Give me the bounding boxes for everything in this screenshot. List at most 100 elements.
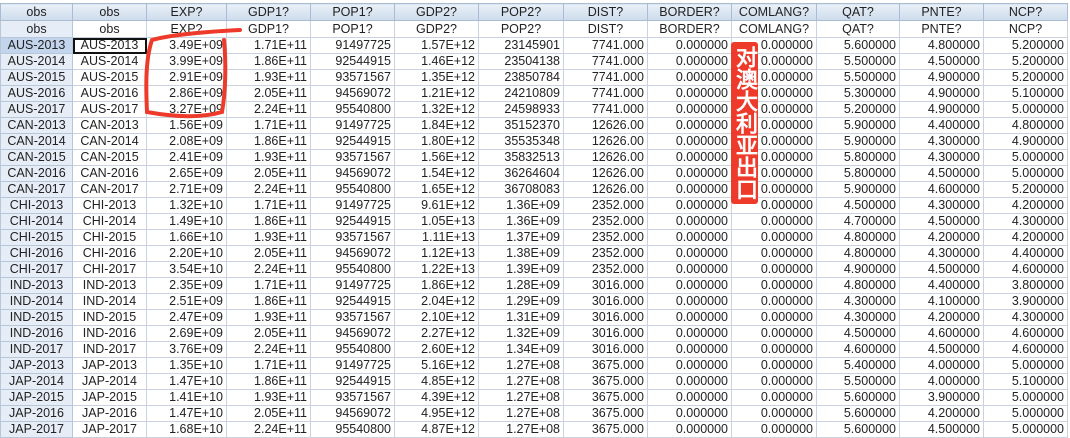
data-cell[interactable]: 0.000000 [647,245,732,262]
data-cell[interactable]: 92544915 [310,53,395,70]
data-cell[interactable]: 4.200000 [899,309,984,326]
data-cell[interactable]: 3.900000 [983,293,1068,310]
data-cell[interactable]: 0.000000 [731,421,817,438]
data-cell[interactable]: 5.000000 [983,421,1068,438]
row-header[interactable]: AUS-2017 [0,101,73,118]
data-cell[interactable]: 4.600000 [983,325,1068,342]
data-cell[interactable]: 92544915 [310,213,395,230]
data-cell[interactable]: 5.600000 [816,421,900,438]
data-cell[interactable]: 0.000000 [731,229,817,246]
data-cell[interactable]: 4.500000 [899,261,984,278]
obs-cell[interactable]: AUS-2017 [72,101,147,118]
data-cell[interactable]: 4.900000 [899,101,984,118]
data-cell[interactable]: 91497725 [310,37,395,54]
data-cell[interactable]: 2.10E+12 [394,309,479,326]
data-cell[interactable]: 24598933 [478,101,564,118]
data-cell[interactable]: 1.27E+08 [478,421,564,438]
obs-cell[interactable]: AUS-2014 [72,53,147,70]
series-name-cell[interactable]: COMLANG? [731,20,817,38]
data-cell[interactable]: 92544915 [310,373,395,390]
data-cell[interactable]: 0.000000 [731,341,817,358]
data-cell[interactable]: 4.500000 [899,213,984,230]
data-cell[interactable]: 2352.000 [563,197,648,214]
data-cell[interactable]: 1.56E+09 [146,117,227,134]
series-name-cell[interactable]: POP2? [478,20,564,38]
data-cell[interactable]: 1.71E+11 [226,117,311,134]
data-cell[interactable]: 4.300000 [899,149,984,166]
data-cell[interactable]: 2.05E+11 [226,85,311,102]
data-cell[interactable]: 93571567 [310,149,395,166]
data-cell[interactable]: 0.000000 [731,245,817,262]
data-cell[interactable]: 95540800 [310,421,395,438]
data-cell[interactable]: 2.05E+11 [226,245,311,262]
data-cell[interactable]: 23145901 [478,37,564,54]
data-cell[interactable]: 3675.000 [563,421,648,438]
row-header[interactable]: CHI-2017 [0,261,73,278]
row-header[interactable]: AUS-2016 [0,85,73,102]
data-cell[interactable]: 4.400000 [983,245,1068,262]
data-cell[interactable]: 23850784 [478,69,564,86]
data-cell[interactable]: 1.93E+11 [226,389,311,406]
data-cell[interactable]: 4.300000 [816,309,900,326]
column-header[interactable]: obs [72,3,147,21]
data-cell[interactable]: 5.200000 [816,101,900,118]
row-header[interactable]: CAN-2013 [0,117,73,134]
data-cell[interactable]: 1.86E+11 [226,53,311,70]
data-cell[interactable]: 3.76E+09 [146,341,227,358]
column-header[interactable]: PNTE? [899,3,984,21]
data-cell[interactable]: 4.500000 [899,165,984,182]
data-cell[interactable]: 94569072 [310,165,395,182]
data-cell[interactable]: 4.600000 [983,341,1068,358]
data-cell[interactable]: 1.21E+12 [394,85,479,102]
data-cell[interactable]: 2.35E+09 [146,277,227,294]
data-cell[interactable]: 95540800 [310,341,395,358]
obs-cell[interactable]: CHI-2017 [72,261,147,278]
data-cell[interactable]: 3.800000 [983,277,1068,294]
data-cell[interactable]: 0.000000 [731,213,817,230]
data-cell[interactable]: 4.100000 [899,293,984,310]
data-cell[interactable]: 1.93E+11 [226,309,311,326]
data-cell[interactable]: 0.000000 [731,325,817,342]
data-cell[interactable]: 1.27E+08 [478,405,564,422]
row-header[interactable]: CHI-2016 [0,245,73,262]
data-cell[interactable]: 0.000000 [647,197,732,214]
data-cell[interactable]: 1.11E+13 [394,229,479,246]
data-cell[interactable]: 5.100000 [983,373,1068,390]
data-cell[interactable]: 4.300000 [816,293,900,310]
data-cell[interactable]: 0.000000 [647,69,732,86]
data-cell[interactable]: 0.000000 [647,229,732,246]
obs-cell[interactable]: CAN-2013 [72,117,147,134]
data-cell[interactable]: 5.300000 [816,85,900,102]
data-cell[interactable]: 23504138 [478,53,564,70]
data-cell[interactable]: 1.31E+09 [478,309,564,326]
data-cell[interactable]: 1.32E+12 [394,101,479,118]
data-cell[interactable]: 0.000000 [647,117,732,134]
data-cell[interactable]: 4.200000 [983,197,1068,214]
data-cell[interactable]: 1.86E+12 [394,277,479,294]
data-cell[interactable]: 4.700000 [816,213,900,230]
row-header[interactable]: CHI-2015 [0,229,73,246]
data-cell[interactable]: 4.600000 [983,261,1068,278]
data-cell[interactable]: 3.900000 [899,389,984,406]
data-cell[interactable]: 7741.000 [563,69,648,86]
data-cell[interactable]: 0.000000 [647,181,732,198]
data-cell[interactable]: 2.20E+10 [146,245,227,262]
series-name-cell[interactable]: GDP2? [394,20,479,38]
series-name-cell[interactable]: QAT? [816,20,900,38]
data-cell[interactable]: 3016.000 [563,309,648,326]
data-cell[interactable]: 5.600000 [816,405,900,422]
data-cell[interactable]: 4.900000 [899,85,984,102]
data-cell[interactable]: 0.000000 [647,165,732,182]
data-cell[interactable]: 1.29E+09 [478,293,564,310]
data-cell[interactable]: 4.500000 [816,325,900,342]
row-header[interactable]: AUS-2013 [0,37,73,54]
row-header[interactable]: AUS-2014 [0,53,73,70]
row-header[interactable]: IND-2015 [0,309,73,326]
data-cell[interactable]: 95540800 [310,261,395,278]
data-cell[interactable]: 94569072 [310,325,395,342]
data-cell[interactable]: 24210809 [478,85,564,102]
data-cell[interactable]: 2.24E+11 [226,421,311,438]
data-cell[interactable]: 92544915 [310,133,395,150]
data-cell[interactable]: 0.000000 [647,357,732,374]
data-cell[interactable]: 4.900000 [816,261,900,278]
